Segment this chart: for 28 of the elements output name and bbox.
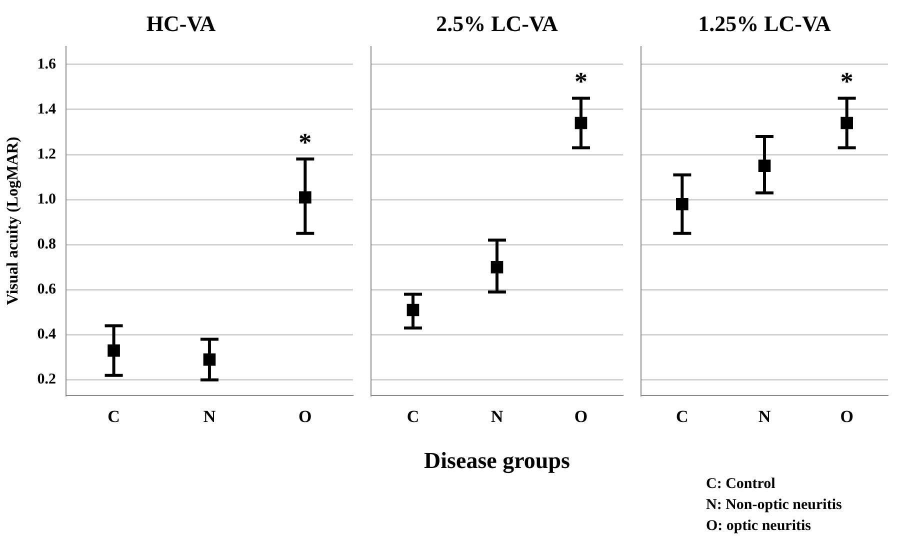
x-tick-label: N <box>203 407 216 426</box>
annotation: * <box>298 128 312 157</box>
y-tick-label: 1.6 <box>37 56 56 72</box>
x-tick-label: O <box>574 407 588 426</box>
x-tick-label: O <box>840 407 854 426</box>
x-tick-label: N <box>490 407 504 426</box>
y-axis-title: Visual acuity (LogMAR) <box>4 136 22 306</box>
text: N: Non-optic neuritis <box>706 496 842 515</box>
y-tick-label: 0.2 <box>37 372 56 388</box>
text: C: Control <box>706 475 776 494</box>
annotation: * <box>574 66 588 96</box>
text: O: optic neuritis <box>706 517 812 536</box>
x-tick-label: C <box>406 407 420 426</box>
y-tick-label: 1.0 <box>37 191 56 208</box>
y-tick-label: 0.6 <box>37 282 56 298</box>
chart-title: 2.5% LC-VA <box>436 10 558 36</box>
x-tick-label: O <box>298 407 312 426</box>
y-tick-label: 0.4 <box>37 326 56 343</box>
y-tick-label: 1.2 <box>37 146 56 162</box>
annotation: * <box>840 66 854 96</box>
chart-title: HC-VA <box>146 10 216 36</box>
x-axis-title: Disease groups <box>423 448 571 474</box>
chart-title: 1.25% LC-VA <box>698 10 832 36</box>
x-tick-label: N <box>758 407 772 426</box>
x-tick-label: C <box>108 407 120 426</box>
y-tick-label: 0.8 <box>37 236 56 253</box>
x-tick-label: C <box>676 407 688 426</box>
y-tick-label: 1.4 <box>37 101 56 118</box>
